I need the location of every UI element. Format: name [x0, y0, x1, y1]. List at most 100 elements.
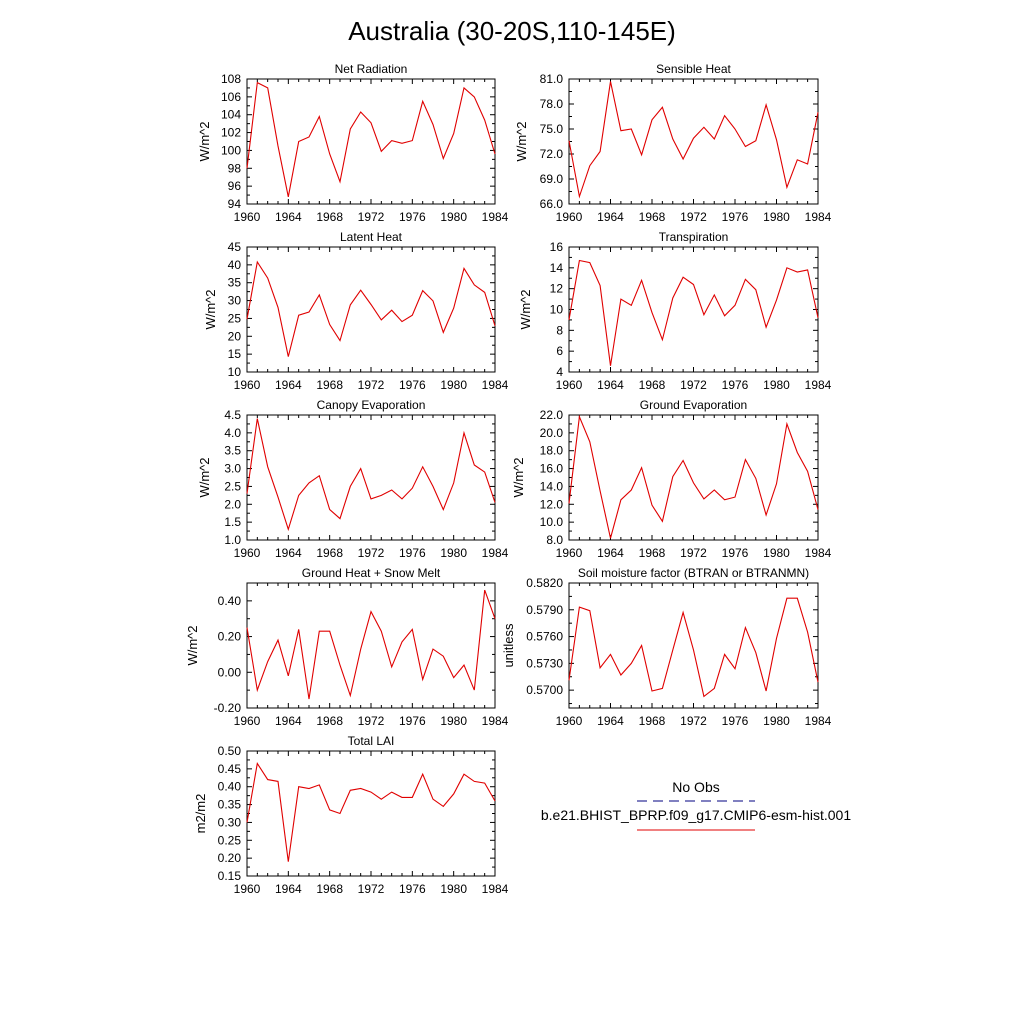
y-tick-label: 35 [228, 276, 242, 290]
x-tick-label: 1984 [482, 882, 509, 896]
x-tick-label: 1964 [597, 378, 624, 392]
x-tick-label: 1976 [399, 714, 426, 728]
y-tick-label: 0.40 [218, 780, 242, 794]
plot-frame [246, 582, 496, 709]
x-tick-label: 1984 [805, 378, 832, 392]
y-axis-label: W/m^2 [197, 121, 212, 161]
y-tick-label: 81.0 [540, 72, 564, 86]
panel-title: Latent Heat [340, 230, 403, 244]
y-tick-label: 18.0 [540, 444, 564, 458]
x-tick-label: 1960 [234, 714, 261, 728]
y-tick-label: 25 [228, 311, 242, 325]
y-tick-label: 16.0 [540, 462, 564, 476]
x-tick-label: 1964 [275, 546, 302, 560]
series-line [568, 259, 819, 366]
y-tick-label: 0.15 [218, 869, 242, 883]
panel-ground-heat-snow-melt: 1960 1964 1968 1972 1976 1980 1984 -0.20 0.00 0.2… [185, 566, 509, 728]
y-axis-label: W/m^2 [203, 289, 218, 329]
plot-frame [568, 246, 819, 373]
x-tick-label: 1972 [680, 714, 707, 728]
x-tick-label: 1960 [556, 378, 583, 392]
series-line [568, 414, 819, 539]
y-tick-label: 3.0 [224, 462, 241, 476]
y-tick-label: 1.0 [224, 533, 241, 547]
x-tick-label: 1968 [639, 546, 666, 560]
y-axis-label: W/m^2 [197, 457, 212, 497]
x-tick-label: 1964 [275, 714, 302, 728]
x-tick-label: 1968 [639, 714, 666, 728]
x-tick-label: 1980 [763, 714, 790, 728]
panel-title: Sensible Heat [656, 62, 731, 76]
x-tick-label: 1976 [722, 378, 749, 392]
y-tick-label: 4.0 [224, 426, 241, 440]
x-tick-label: 1984 [482, 714, 509, 728]
x-tick-label: 1968 [639, 210, 666, 224]
panel-title: Transpiration [659, 230, 729, 244]
y-tick-label: 2.0 [224, 497, 241, 511]
series-line [246, 589, 496, 700]
y-tick-label: 40 [228, 258, 242, 272]
panel-canopy-evaporation: 1960 1964 1968 1972 1976 1980 1984 1.0 1.5 2.0 2.5… [197, 398, 509, 560]
x-tick-label: 1964 [597, 714, 624, 728]
panel-soil-moisture-factor-btran-or-btranmn: 1960 1964 1968 1972 1976 1980 1984 0.5700 0.5730… [501, 566, 832, 728]
x-tick-label: 1960 [234, 378, 261, 392]
panel-net-radiation: 1960 1964 1968 1972 1976 1980 1984 94 96 98 100 102… [197, 62, 509, 224]
y-tick-label: -0.20 [214, 701, 242, 715]
y-axis-label: W/m^2 [518, 289, 533, 329]
series-line [568, 597, 819, 698]
x-tick-label: 1976 [399, 210, 426, 224]
x-tick-label: 1984 [805, 546, 832, 560]
y-tick-label: 0.5760 [526, 630, 563, 644]
x-tick-label: 1984 [482, 210, 509, 224]
x-tick-label: 1972 [680, 378, 707, 392]
y-tick-label: 14.0 [540, 479, 564, 493]
figure-title: Australia (30-20S,110-145E) [348, 16, 676, 46]
x-tick-label: 1976 [399, 546, 426, 560]
x-tick-label: 1968 [316, 546, 343, 560]
x-tick-label: 1960 [234, 546, 261, 560]
y-tick-label: 100 [221, 143, 241, 157]
x-tick-label: 1960 [234, 882, 261, 896]
plot-frame [246, 414, 496, 541]
x-tick-label: 1972 [680, 546, 707, 560]
x-tick-label: 1964 [597, 210, 624, 224]
series-line [246, 762, 496, 862]
x-tick-label: 1964 [275, 882, 302, 896]
y-tick-label: 20 [228, 329, 242, 343]
y-tick-label: 12 [550, 282, 564, 296]
x-tick-label: 1976 [399, 882, 426, 896]
x-tick-label: 1968 [639, 378, 666, 392]
y-tick-label: 102 [221, 126, 241, 140]
x-tick-label: 1972 [358, 210, 385, 224]
x-tick-label: 1984 [482, 546, 509, 560]
y-tick-label: 4 [556, 365, 563, 379]
y-tick-label: 30 [228, 294, 242, 308]
x-tick-label: 1972 [358, 378, 385, 392]
x-tick-label: 1960 [556, 210, 583, 224]
y-tick-label: 1.5 [224, 515, 241, 529]
panel-ground-evaporation: 1960 1964 1968 1972 1976 1980 1984 8.0 10.0 12.0 1… [511, 398, 832, 560]
y-tick-label: 0.20 [218, 630, 242, 644]
panel-title: Soil moisture factor (BTRAN or BTRANMN) [578, 566, 809, 580]
x-tick-label: 1960 [556, 546, 583, 560]
y-tick-label: 94 [228, 197, 242, 211]
x-tick-label: 1968 [316, 882, 343, 896]
plot-frame [568, 78, 819, 205]
x-tick-label: 1980 [440, 546, 467, 560]
y-axis-label: W/m^2 [185, 625, 200, 665]
x-tick-label: 1960 [234, 210, 261, 224]
legend-model-label: b.e21.BHIST_BPRP.f09_g17.CMIP6-esm-hist.… [541, 807, 851, 823]
y-tick-label: 3.5 [224, 444, 241, 458]
y-tick-label: 2.5 [224, 479, 241, 493]
y-tick-label: 20.0 [540, 426, 564, 440]
y-tick-label: 108 [221, 72, 241, 86]
x-tick-label: 1968 [316, 210, 343, 224]
x-tick-label: 1980 [440, 714, 467, 728]
panel-transpiration: 1960 1964 1968 1972 1976 1980 1984 4 6 8 10 12 14 16 T… [518, 230, 832, 392]
panel-title: Net Radiation [335, 62, 408, 76]
y-tick-label: 106 [221, 90, 241, 104]
y-tick-label: 8 [556, 323, 563, 337]
x-tick-label: 1984 [482, 378, 509, 392]
y-tick-label: 96 [228, 179, 242, 193]
